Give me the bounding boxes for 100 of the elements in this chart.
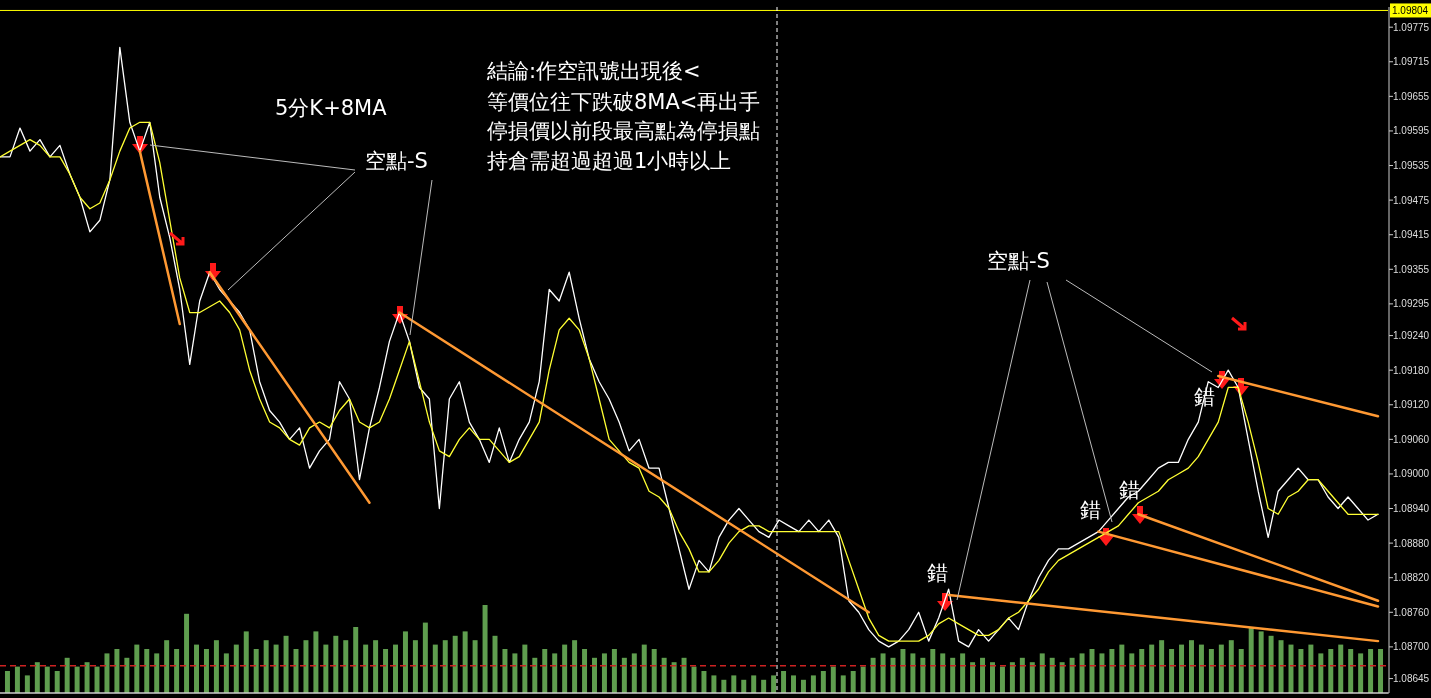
bar bbox=[631, 653, 637, 693]
bar bbox=[661, 657, 667, 693]
bar bbox=[1278, 640, 1284, 693]
bar bbox=[74, 666, 80, 693]
annotation: 空點-S bbox=[365, 149, 428, 173]
y-tick-label: 1.09000 bbox=[1393, 468, 1430, 480]
bar bbox=[462, 631, 468, 693]
bar bbox=[611, 649, 617, 693]
annotation: 空點-S bbox=[987, 249, 1050, 273]
bar bbox=[781, 671, 787, 693]
bar bbox=[582, 649, 588, 693]
annotation: 持倉需超過超過1小時以上 bbox=[487, 149, 732, 173]
annotation: 5分K+8MA bbox=[275, 96, 388, 120]
bar bbox=[800, 679, 806, 693]
bar bbox=[1208, 649, 1214, 693]
y-tick-label: 1.09120 bbox=[1393, 399, 1430, 411]
bar bbox=[1109, 649, 1115, 693]
bar bbox=[900, 649, 906, 693]
bar bbox=[1338, 644, 1344, 693]
bar bbox=[144, 649, 150, 693]
bar bbox=[641, 644, 647, 693]
bar bbox=[442, 640, 448, 693]
bar bbox=[1218, 644, 1224, 693]
y-tick-label: 1.08700 bbox=[1393, 641, 1430, 653]
bar bbox=[422, 622, 428, 693]
bar bbox=[1298, 649, 1304, 693]
bar bbox=[870, 657, 876, 693]
y-tick-label: 1.09595 bbox=[1393, 125, 1430, 137]
bar bbox=[751, 675, 757, 693]
bar bbox=[532, 657, 538, 693]
y-tick-label: 1.09535 bbox=[1393, 160, 1430, 172]
bar bbox=[44, 666, 50, 693]
bar bbox=[164, 640, 170, 693]
annotation: 停損價以前段最高點為停損點 bbox=[487, 119, 760, 143]
bar bbox=[721, 679, 727, 693]
ref-line-label: 1.09804 bbox=[1392, 4, 1429, 16]
bar bbox=[791, 675, 796, 693]
bar bbox=[1069, 657, 1075, 693]
bar bbox=[84, 662, 90, 693]
bar bbox=[681, 657, 687, 693]
annotation: 錯 bbox=[927, 561, 948, 585]
bar bbox=[24, 675, 30, 693]
bar bbox=[1129, 653, 1135, 693]
bar bbox=[512, 653, 518, 693]
bar bbox=[1238, 649, 1244, 693]
bar bbox=[999, 666, 1005, 693]
bar bbox=[343, 640, 349, 693]
bar bbox=[830, 666, 836, 693]
bar bbox=[223, 653, 229, 693]
bar bbox=[1358, 653, 1364, 693]
bar bbox=[482, 605, 488, 693]
bar bbox=[980, 657, 986, 693]
bar bbox=[850, 671, 856, 693]
bar bbox=[1099, 653, 1105, 693]
bar bbox=[701, 671, 707, 693]
y-tick-label: 1.09775 bbox=[1393, 21, 1430, 33]
bar bbox=[203, 649, 209, 693]
bar bbox=[502, 649, 508, 693]
y-tick-label: 1.09295 bbox=[1393, 298, 1430, 310]
bar bbox=[54, 671, 60, 693]
bar bbox=[104, 653, 110, 693]
bar bbox=[1039, 653, 1045, 693]
bar bbox=[154, 653, 160, 693]
bar bbox=[741, 679, 747, 693]
bar bbox=[960, 653, 966, 693]
bar bbox=[542, 649, 548, 693]
annotation: 等價位往下跌破8MA<再出手 bbox=[487, 90, 761, 114]
bar bbox=[940, 653, 946, 693]
bar bbox=[1169, 649, 1175, 693]
bar bbox=[323, 644, 329, 693]
y-tick-label: 1.08880 bbox=[1393, 537, 1430, 549]
bar bbox=[950, 657, 956, 693]
bar bbox=[711, 675, 717, 693]
bar bbox=[771, 675, 777, 693]
bar bbox=[1318, 653, 1324, 693]
y-tick-label: 1.09655 bbox=[1393, 90, 1430, 102]
bar bbox=[373, 640, 379, 693]
bar bbox=[1009, 662, 1015, 693]
bar bbox=[990, 662, 995, 693]
y-tick-label: 1.09180 bbox=[1393, 364, 1430, 376]
bar bbox=[1308, 644, 1314, 693]
bar bbox=[552, 653, 558, 693]
bar bbox=[860, 666, 866, 693]
annotation: 錯 bbox=[1080, 498, 1101, 522]
bar bbox=[1268, 635, 1274, 693]
bar bbox=[184, 613, 190, 693]
bar bbox=[1139, 649, 1145, 693]
bar bbox=[4, 671, 10, 693]
bar bbox=[621, 657, 627, 693]
bar bbox=[432, 644, 438, 693]
bar bbox=[303, 640, 309, 693]
bar bbox=[333, 635, 339, 693]
bar bbox=[213, 640, 219, 693]
bar bbox=[840, 675, 846, 693]
bar bbox=[452, 635, 458, 693]
bar bbox=[1059, 662, 1065, 693]
bar bbox=[353, 627, 359, 693]
bar bbox=[920, 657, 926, 693]
y-tick-label: 1.09715 bbox=[1393, 56, 1430, 68]
bar bbox=[1198, 644, 1204, 693]
